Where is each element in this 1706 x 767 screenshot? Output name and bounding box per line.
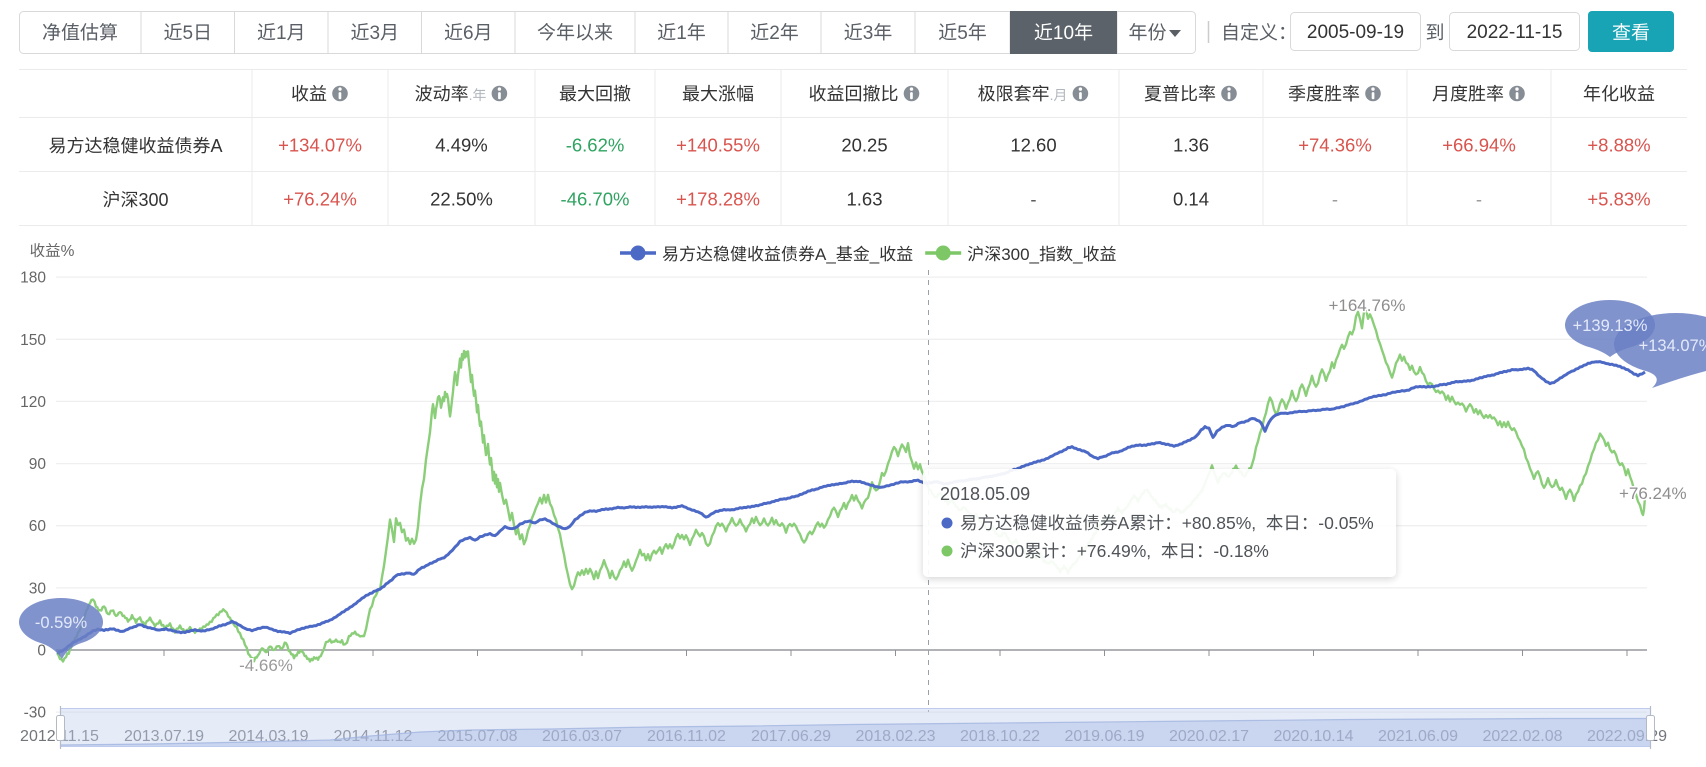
- svg-text:90: 90: [29, 456, 47, 473]
- svg-text:-: -: [1332, 189, 1338, 210]
- svg-text:300: 300: [139, 190, 169, 210]
- svg-text:-0.59%: -0.59%: [35, 614, 88, 632]
- svg-text:2016.11.02: 2016.11.02: [647, 728, 726, 745]
- svg-text:-0.05%: -0.05%: [1318, 513, 1373, 533]
- svg-text:-30: -30: [24, 705, 47, 722]
- svg-text:180: 180: [20, 270, 46, 287]
- svg-text:+74.36%: +74.36%: [1298, 135, 1372, 156]
- svg-text:12.60: 12.60: [1010, 135, 1056, 156]
- svg-text:-6.62%: -6.62%: [566, 135, 625, 156]
- svg-text:+66.94%: +66.94%: [1442, 135, 1516, 156]
- svg-text:-0.18%: -0.18%: [1213, 541, 1268, 561]
- svg-text:+8.88%: +8.88%: [1587, 135, 1650, 156]
- svg-text:2020.02.17: 2020.02.17: [1169, 728, 1249, 745]
- svg-text:5: 5: [957, 23, 968, 44]
- svg-text:2018.05.09: 2018.05.09: [940, 484, 1030, 504]
- svg-text:0: 0: [37, 643, 46, 660]
- svg-text:+5.83%: +5.83%: [1587, 189, 1650, 210]
- svg-text:-: -: [1476, 189, 1482, 210]
- svg-text:A: A: [211, 136, 223, 156]
- svg-text:10: 10: [1053, 23, 1074, 44]
- svg-text:300_: 300_: [1001, 245, 1039, 264]
- svg-text:-46.70%: -46.70%: [561, 189, 630, 210]
- svg-text:A_: A_: [815, 245, 836, 264]
- svg-text:2017.06.29: 2017.06.29: [751, 728, 831, 745]
- svg-text:3: 3: [863, 23, 874, 44]
- svg-text:1.36: 1.36: [1173, 135, 1209, 156]
- svg-text:2013.07.19: 2013.07.19: [124, 728, 204, 745]
- svg-text:30: 30: [29, 580, 47, 597]
- svg-text:2014.11.12: 2014.11.12: [334, 728, 413, 745]
- svg-text:+164.76%: +164.76%: [1328, 296, 1405, 315]
- svg-text:+134.07%: +134.07%: [1639, 337, 1706, 355]
- svg-text:1: 1: [676, 23, 687, 44]
- svg-text:2019.06.19: 2019.06.19: [1064, 728, 1144, 745]
- svg-text:2020.10.14: 2020.10.14: [1273, 728, 1353, 745]
- svg-text:150: 150: [20, 332, 46, 349]
- svg-text:+80.85%,: +80.85%,: [1182, 513, 1256, 533]
- svg-text:A: A: [1118, 513, 1130, 533]
- svg-text:+76.24%: +76.24%: [1619, 484, 1687, 503]
- svg-text:2015.07.08: 2015.07.08: [437, 728, 517, 745]
- svg-text:2018.02.23: 2018.02.23: [855, 728, 935, 745]
- svg-text:-4.66%: -4.66%: [239, 656, 293, 675]
- svg-text:+140.55%: +140.55%: [676, 135, 760, 156]
- svg-text:0.14: 0.14: [1173, 189, 1209, 210]
- svg-text:+76.24%: +76.24%: [283, 189, 357, 210]
- svg-text:1.63: 1.63: [846, 189, 882, 210]
- svg-text:_: _: [869, 245, 880, 264]
- svg-text:20.25: 20.25: [841, 135, 887, 156]
- svg-text:2: 2: [769, 23, 780, 44]
- svg-text:2022.02.08: 2022.02.08: [1482, 728, 1562, 745]
- svg-text:300: 300: [995, 541, 1024, 561]
- svg-text:120: 120: [20, 394, 46, 411]
- svg-text:_: _: [1072, 245, 1083, 264]
- svg-text:2022-11-15: 2022-11-15: [1467, 22, 1563, 43]
- svg-text:22.50%: 22.50%: [430, 189, 493, 210]
- svg-text:5: 5: [183, 23, 194, 44]
- svg-text:1: 1: [276, 23, 287, 44]
- svg-text:2021.06.09: 2021.06.09: [1378, 728, 1458, 745]
- svg-text:2018.10.22: 2018.10.22: [960, 728, 1040, 745]
- svg-text:6: 6: [463, 23, 474, 44]
- svg-text:2005-09-19: 2005-09-19: [1307, 22, 1404, 43]
- svg-text:-: -: [1030, 189, 1036, 210]
- svg-text:2016.03.07: 2016.03.07: [542, 728, 622, 745]
- svg-text:%: %: [61, 243, 75, 260]
- svg-text:+76.49%,: +76.49%,: [1077, 541, 1151, 561]
- svg-text:.: .: [469, 87, 473, 103]
- svg-text:4.49%: 4.49%: [435, 135, 487, 156]
- svg-text:60: 60: [29, 518, 47, 535]
- svg-text:+178.28%: +178.28%: [676, 189, 760, 210]
- svg-text:+134.07%: +134.07%: [278, 135, 362, 156]
- svg-text:+139.13%: +139.13%: [1573, 317, 1648, 335]
- svg-text:.: .: [1050, 87, 1054, 103]
- svg-text:3: 3: [370, 23, 381, 44]
